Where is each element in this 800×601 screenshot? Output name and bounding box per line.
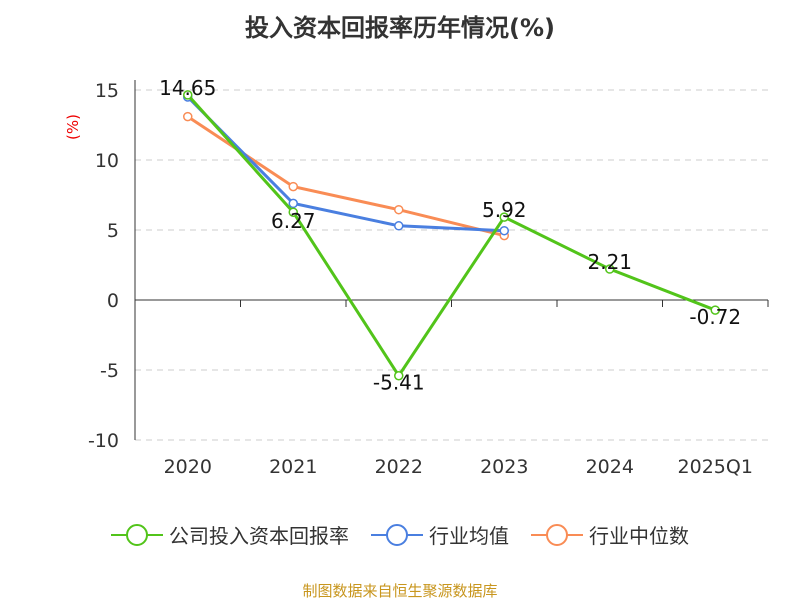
data-label: 14.65 bbox=[159, 76, 216, 100]
y-tick-label: 5 bbox=[107, 220, 119, 242]
source-note: 制图数据来自恒生聚源数据库 bbox=[302, 582, 498, 600]
legend-item[interactable]: 行业中位数 bbox=[531, 520, 689, 549]
data-point bbox=[605, 264, 615, 274]
chart-title: 投入资本回报率历年情况(%) bbox=[245, 14, 555, 42]
legend: 公司投入资本回报率 行业均值 行业中位数 bbox=[0, 520, 800, 549]
legend-label: 行业中位数 bbox=[589, 524, 689, 548]
y-tick-label: 0 bbox=[107, 290, 119, 312]
y-axis-label: (%) bbox=[64, 114, 82, 140]
legend-label: 行业均值 bbox=[429, 524, 509, 548]
legend-item[interactable]: 公司投入资本回报率 bbox=[111, 520, 349, 549]
y-tick-label: -5 bbox=[100, 360, 119, 382]
series-line bbox=[186, 115, 505, 238]
data-point bbox=[394, 221, 404, 231]
data-label: -0.72 bbox=[689, 305, 741, 329]
legend-line-icon bbox=[371, 523, 423, 546]
data-point bbox=[288, 198, 298, 209]
x-tick-label: 2022 bbox=[375, 456, 423, 478]
legend-line-icon bbox=[531, 523, 583, 546]
data-point bbox=[499, 225, 509, 236]
data-point bbox=[394, 204, 404, 215]
data-point bbox=[710, 305, 720, 315]
x-tick-label: 2023 bbox=[480, 456, 528, 478]
data-label: -5.41 bbox=[373, 371, 425, 395]
x-tick-label: 2021 bbox=[269, 456, 317, 478]
data-label: 5.92 bbox=[482, 198, 527, 222]
data-point bbox=[183, 90, 193, 100]
data-point bbox=[288, 207, 298, 217]
data-label: 2.21 bbox=[587, 250, 632, 274]
legend-label: 公司投入资本回报率 bbox=[169, 524, 349, 548]
y-tick-label: 15 bbox=[95, 80, 119, 102]
data-point bbox=[499, 212, 509, 222]
y-tick-label: 10 bbox=[95, 150, 119, 172]
data-point bbox=[183, 111, 193, 122]
x-tick-label: 2025Q1 bbox=[678, 456, 753, 478]
series-line bbox=[186, 95, 505, 233]
data-point bbox=[394, 370, 404, 381]
data-label: 6.27 bbox=[271, 209, 316, 233]
x-tick-label: 2024 bbox=[586, 456, 634, 478]
y-tick-label: -10 bbox=[88, 430, 119, 452]
legend-line-icon bbox=[111, 523, 163, 546]
data-point bbox=[288, 181, 298, 192]
series-line bbox=[186, 93, 716, 379]
x-tick-label: 2020 bbox=[164, 456, 212, 478]
legend-item[interactable]: 行业均值 bbox=[371, 520, 509, 549]
